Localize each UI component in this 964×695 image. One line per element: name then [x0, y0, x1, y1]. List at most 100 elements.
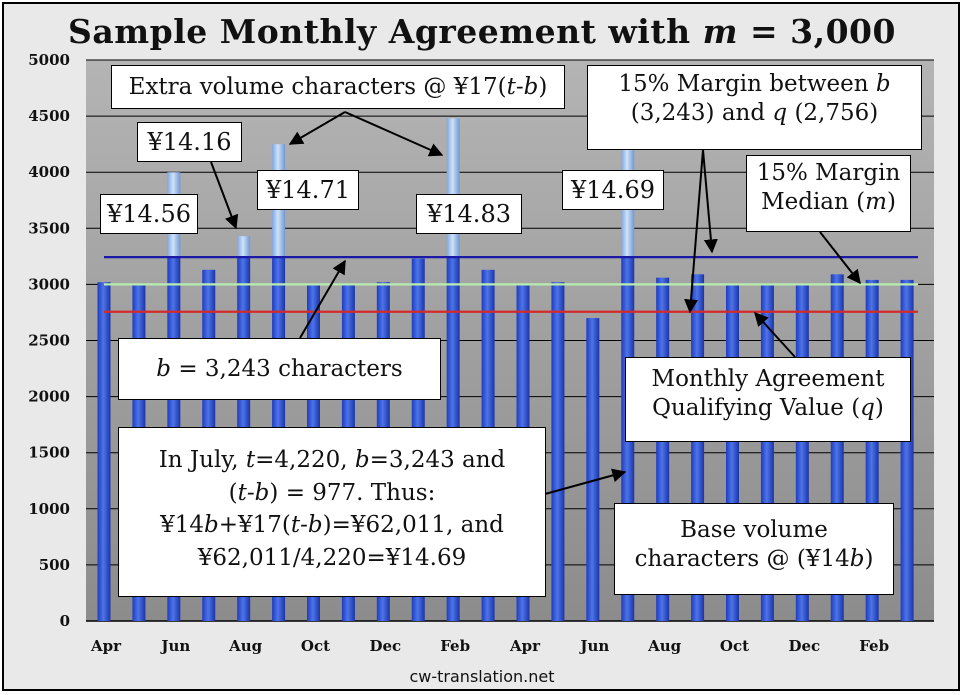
margin-line-1-var: b [875, 71, 891, 97]
x-tick-label: Feb [440, 637, 470, 655]
x-tick-label: Apr [90, 637, 122, 655]
qual-line-2-var: q [860, 394, 875, 421]
x-tick-label: Aug [228, 637, 263, 655]
arrow-1416 [210, 161, 239, 230]
july-line-3: ¥14b+¥17(t-b)=¥62,011, and [119, 509, 545, 542]
x-tick-label: Jun [578, 637, 609, 655]
x-tick-label: Apr [509, 637, 541, 655]
chart-title: Sample Monthly Agreement with m = 3,000 [0, 12, 964, 51]
title-var: m [702, 12, 738, 51]
bar-base-jun [586, 318, 600, 621]
y-tick-label: 500 [39, 556, 70, 574]
arrow-q [754, 311, 796, 358]
y-tick-label: 2500 [28, 332, 70, 350]
y-tick-label: 3500 [28, 219, 70, 237]
median-line-2-text: Median ( [761, 188, 866, 215]
arrow-extra-to-sep [288, 111, 346, 145]
b-value-callout: b = 3,243 characters [118, 338, 441, 400]
y-tick-label: 4500 [28, 107, 70, 125]
median-line-2: Median (m) [747, 188, 910, 217]
x-tick-label: Dec [788, 637, 820, 655]
price-1471-callout: ¥14.71 [257, 170, 359, 210]
qual-line-2-end: ) [874, 394, 884, 421]
july-line-3-a: ¥14 [160, 512, 205, 539]
median-line-2-var: m [865, 188, 887, 215]
price-1456-callout: ¥14.56 [100, 194, 198, 234]
july-line-3-e: )=¥62,011, and [322, 512, 504, 539]
x-tick-label: Feb [859, 637, 889, 655]
july-line-2-v: t-b [237, 479, 270, 506]
arrow-extra-to-feb [344, 111, 444, 157]
july-line-1-c: =3,243 and [369, 447, 506, 473]
b-text: = 3,243 characters [171, 356, 403, 382]
b-var: b [156, 356, 172, 382]
bar-extra-feb [446, 118, 460, 258]
bar-base-mar [900, 279, 914, 621]
july-line-1-t: t [245, 447, 256, 473]
y-tick-label: 0 [60, 612, 70, 630]
arrow-median [819, 231, 861, 285]
july-line-1-a: In July, [158, 447, 246, 473]
margin-line-2-end: (2,756) [787, 99, 879, 126]
extra-volume-text: Extra volume characters @ ¥17( [128, 74, 507, 100]
median-line-2-end: ) [886, 188, 896, 215]
x-tick-label: Oct [301, 637, 330, 655]
qual-line-1: Monthly Agreement [651, 366, 885, 392]
margin-between-callout: 15% Margin between b (3,243) and q (2,75… [587, 65, 922, 150]
arrow-margin-to-q [684, 149, 704, 314]
base-line-1: Base volume [680, 517, 828, 543]
july-line-2-b: ) = 977. Thus: [269, 479, 436, 506]
margin-line-2: (3,243) and q (2,756) [588, 99, 921, 128]
y-tick-label: 5000 [28, 51, 70, 69]
y-tick-label: 4000 [28, 163, 70, 181]
july-line-1: In July, t=4,220, b=3,243 and [119, 444, 545, 477]
extra-volume-end: ) [538, 74, 548, 100]
median-callout: 15% Margin Median (m) [746, 155, 911, 232]
bar-extra-aug [237, 236, 251, 258]
title-value: = 3,000 [738, 12, 896, 51]
price-1483-callout: ¥14.83 [416, 194, 522, 234]
july-line-3-c: +¥17( [218, 512, 291, 539]
y-tick-label: 1000 [28, 500, 70, 518]
annotation-arrows [210, 111, 861, 495]
arrow-b [299, 259, 346, 339]
base-line-2-end: ) [864, 545, 874, 572]
base-line-2-text: characters @ (¥14 [634, 545, 850, 572]
bar-base-may [551, 282, 565, 621]
july-line-1-b: =4,220, [255, 447, 355, 473]
july-line-2-a: ( [228, 479, 238, 506]
price-1469-callout: ¥14.69 [562, 170, 664, 210]
median-line-1: 15% Margin [756, 160, 901, 186]
y-tick-label: 2000 [28, 388, 70, 406]
july-line-3-b: b [204, 512, 219, 539]
qual-line-2-text: Qualifying Value ( [652, 394, 861, 421]
extra-volume-var: t-b [506, 74, 539, 100]
y-tick-label: 3000 [28, 275, 70, 293]
july-line-4: ¥62,011/4,220=¥14.69 [197, 544, 467, 571]
july-line-2: (t-b) = 977. Thus: [119, 477, 545, 510]
margin-line-1: 15% Margin between b [588, 70, 921, 99]
july-example-callout: In July, t=4,220, b=3,243 and (t-b) = 97… [118, 427, 546, 597]
qual-line-2: Qualifying Value (q) [626, 394, 910, 423]
bar-base-apr [97, 282, 111, 621]
margin-line-1-text: 15% Margin between [618, 71, 876, 97]
price-1416-callout: ¥14.16 [137, 122, 242, 162]
base-volume-callout: Base volume characters @ (¥14b) [614, 503, 894, 595]
x-tick-label: Aug [647, 637, 682, 655]
title-text: Sample Monthly Agreement with [68, 12, 703, 51]
x-tick-label: Jun [159, 637, 190, 655]
x-tick-label: Oct [720, 637, 749, 655]
x-tick-label: Dec [369, 637, 401, 655]
credit-text: cw-translation.net [409, 667, 555, 686]
base-line-2: characters @ (¥14b) [615, 545, 893, 574]
y-tick-label: 1500 [28, 444, 70, 462]
base-line-2-var: b [849, 545, 865, 572]
arrow-july [544, 468, 627, 495]
arrow-margin-to-b [702, 149, 718, 254]
extra-volume-callout: Extra volume characters @ ¥17(t-b) [111, 65, 565, 109]
margin-line-2-text: (3,243) and [630, 99, 773, 126]
margin-line-2-var: q [772, 99, 788, 126]
july-line-1-bv: b [354, 447, 370, 473]
july-line-3-d: t-b [290, 512, 323, 539]
qualifying-value-callout: Monthly Agreement Qualifying Value (q) [625, 357, 911, 442]
